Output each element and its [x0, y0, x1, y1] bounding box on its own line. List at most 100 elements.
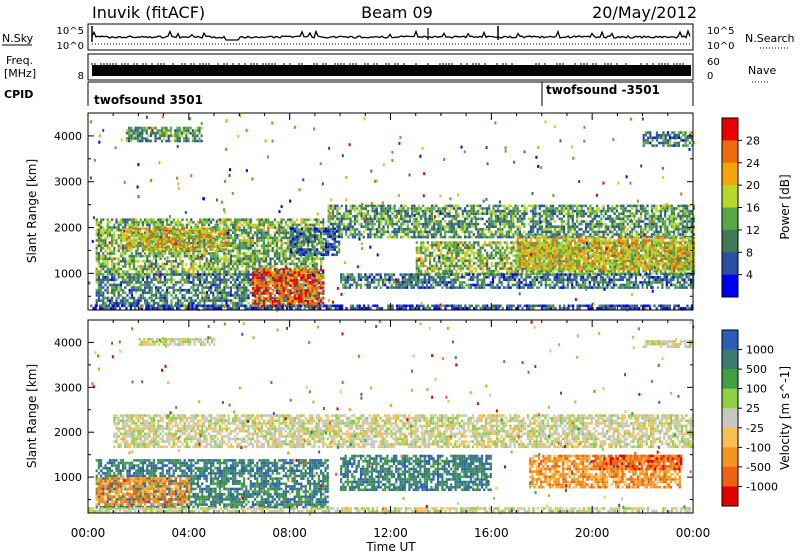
heatmap-cell — [265, 247, 267, 250]
heatmap-cell — [316, 263, 318, 266]
heatmap-cell — [247, 224, 249, 227]
heatmap-cell — [199, 263, 201, 266]
heatmap-cell — [146, 257, 148, 260]
heatmap-cell — [265, 252, 267, 255]
heatmap-cell — [422, 212, 424, 215]
heatmap-cell — [225, 265, 227, 268]
heatmap-cell — [475, 205, 477, 208]
heatmap-cell — [245, 234, 247, 237]
heatmap-cell — [179, 263, 181, 266]
heatmap-cell — [102, 239, 104, 242]
heatmap-cell — [144, 260, 146, 263]
heatmap-cell — [188, 257, 190, 260]
heatmap-cell — [208, 218, 210, 221]
heatmap-cell — [457, 236, 459, 239]
heatmap-cell — [265, 231, 267, 234]
heatmap-cell — [427, 220, 429, 223]
heatmap-cell — [490, 225, 492, 228]
heatmap-cell — [254, 250, 256, 253]
heatmap-cell — [126, 224, 128, 227]
heatmap-cell — [250, 237, 252, 240]
heatmap-cell — [422, 223, 424, 226]
heatmap-cell — [385, 231, 387, 234]
heatmap-cell — [407, 233, 409, 236]
heatmap-cell — [223, 224, 225, 227]
heatmap-cell — [256, 250, 258, 253]
heatmap-cell — [225, 218, 227, 221]
heatmap-cell — [142, 268, 144, 271]
heatmap-cell — [228, 226, 230, 229]
heatmap-cell — [354, 231, 356, 234]
heatmap-cell — [131, 221, 133, 224]
heatmap-cell — [168, 224, 170, 227]
heatmap-cell — [164, 257, 166, 260]
heatmap-cell — [120, 255, 122, 258]
heatmap-cell — [468, 236, 470, 239]
heatmap-cell — [256, 234, 258, 237]
heatmap-cell — [239, 234, 241, 237]
heatmap-cell — [239, 247, 241, 250]
heatmap-cell — [278, 255, 280, 258]
heatmap-cell — [272, 257, 274, 260]
heatmap-cell — [122, 218, 124, 221]
heatmap-cell — [457, 223, 459, 226]
heatmap-cell — [352, 207, 354, 210]
heatmap-cell — [250, 239, 252, 242]
heatmap-cell — [107, 231, 109, 234]
heatmap-cell — [232, 260, 234, 263]
heatmap-cell — [107, 257, 109, 260]
heatmap-cell — [157, 226, 159, 229]
heatmap-cell — [100, 242, 102, 245]
heatmap-cell — [471, 236, 473, 239]
heatmap-cell — [347, 236, 349, 239]
heatmap-cell — [296, 257, 298, 260]
heatmap-cell — [372, 218, 374, 221]
heatmap-cell — [482, 236, 484, 239]
heatmap-cell — [269, 257, 271, 260]
heatmap-cell — [449, 223, 451, 226]
heatmap-cell — [175, 265, 177, 268]
heatmap-cell — [427, 231, 429, 234]
heatmap-cell — [309, 218, 311, 221]
heatmap-cell — [471, 220, 473, 223]
heatmap-cell — [192, 270, 194, 273]
heatmap-cell — [367, 228, 369, 231]
heatmap-cell — [482, 207, 484, 210]
cpid-panel: CPID twofsound 3501 twofsound -3501 — [4, 82, 693, 107]
heatmap-cell — [230, 242, 232, 245]
heatmap-cell — [164, 252, 166, 255]
heatmap-cell — [256, 242, 258, 245]
heatmap-cell — [280, 268, 282, 271]
heatmap-cell — [358, 223, 360, 226]
heatmap-cell — [177, 255, 179, 258]
heatmap-cell — [122, 257, 124, 260]
heatmap-cell — [387, 231, 389, 234]
heatmap-cell — [232, 237, 234, 240]
heatmap-cell — [451, 231, 453, 234]
heatmap-cell — [234, 229, 236, 232]
heatmap-cell — [372, 220, 374, 223]
heatmap-cell — [230, 218, 232, 221]
heatmap-cell — [383, 233, 385, 236]
heatmap-cell — [190, 268, 192, 271]
heatmap-cell — [283, 250, 285, 253]
heatmap-cell — [192, 263, 194, 266]
heatmap-cell — [464, 228, 466, 231]
heatmap-cell — [186, 255, 188, 258]
heatmap-cell — [343, 218, 345, 221]
heatmap-cell — [98, 263, 100, 266]
heatmap-cell — [118, 247, 120, 250]
heatmap-cell — [98, 229, 100, 232]
heatmap-cell — [473, 205, 475, 208]
heatmap-cell — [157, 263, 159, 266]
heatmap-cell — [479, 236, 481, 239]
heatmap-cell — [111, 242, 113, 245]
heatmap-cell — [256, 226, 258, 229]
heatmap-cell — [177, 221, 179, 224]
heatmap-cell — [422, 215, 424, 218]
heatmap-cell — [287, 224, 289, 227]
heatmap-cell — [247, 250, 249, 253]
heatmap-cell — [230, 224, 232, 227]
heatmap-cell — [352, 236, 354, 239]
heatmap-cell — [228, 265, 230, 268]
